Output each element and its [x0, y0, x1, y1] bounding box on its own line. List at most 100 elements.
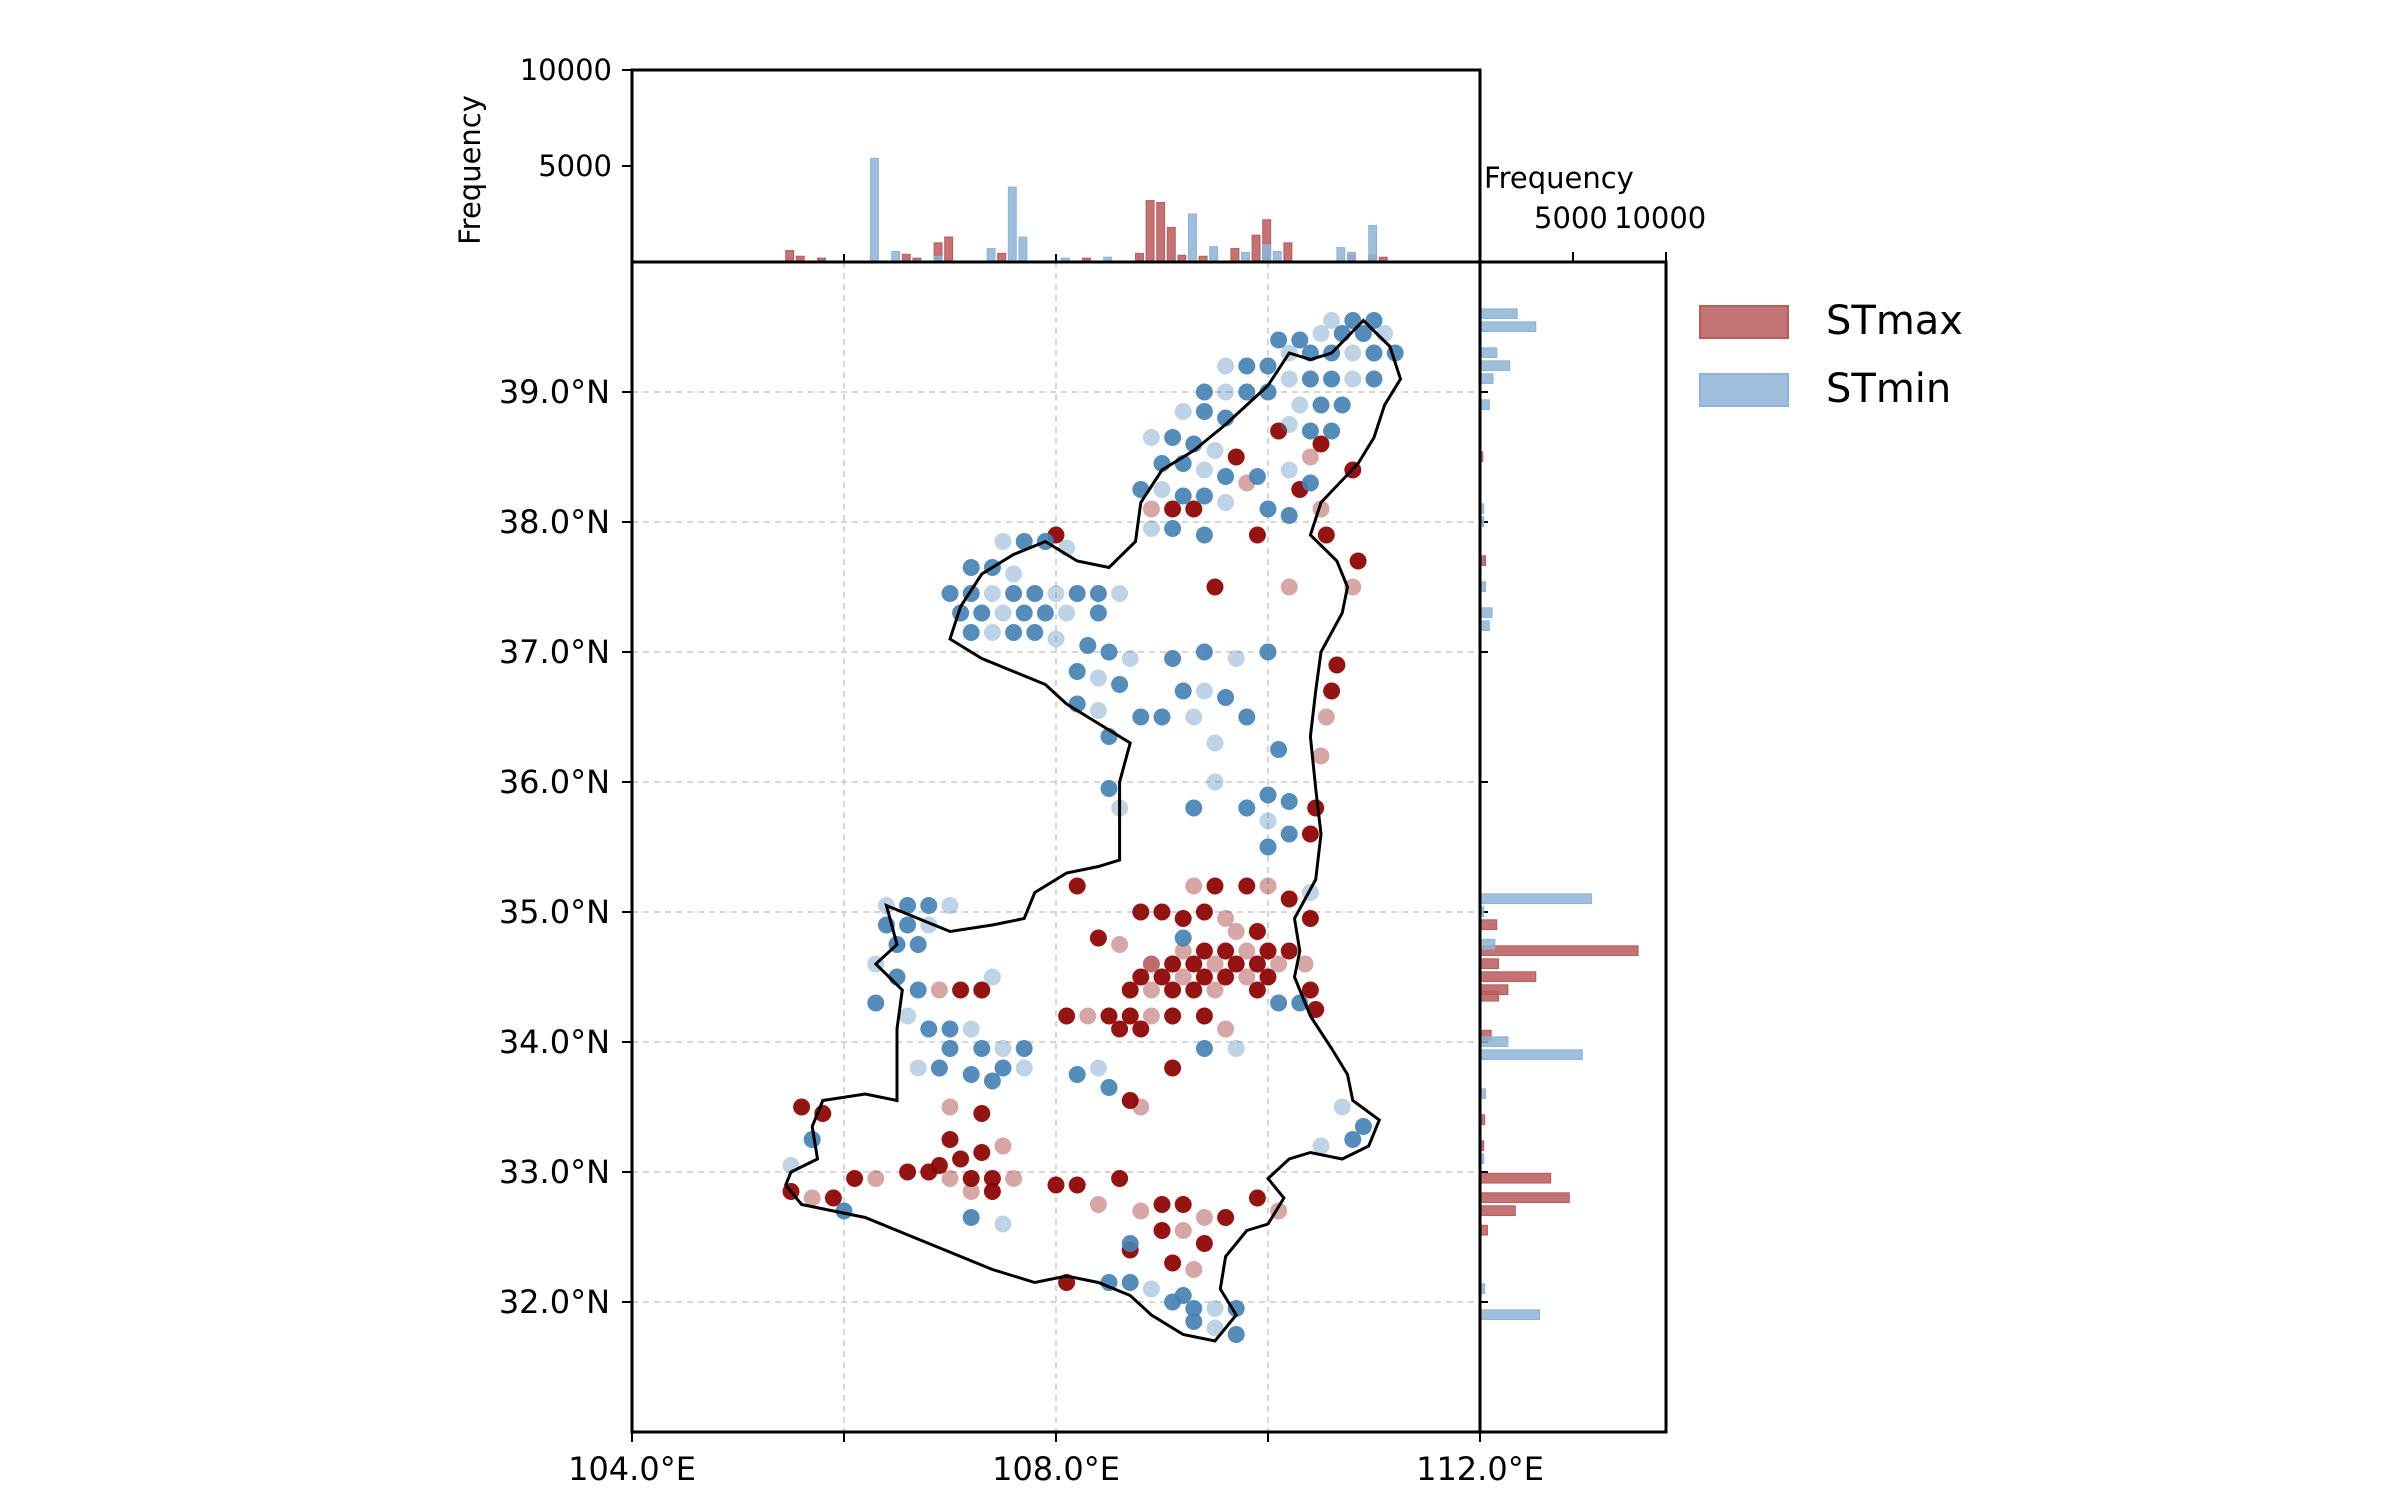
- map-point-stmax: [1344, 578, 1362, 596]
- map-point-stmax: [983, 1183, 1001, 1200]
- y-tick-label: 36.0°N: [499, 763, 610, 801]
- map-point-stmax: [824, 1189, 842, 1207]
- map-point-stmin: [1185, 708, 1203, 726]
- map-point-stmin: [941, 1040, 959, 1057]
- map-point-stmin: [1005, 585, 1023, 602]
- top-hist-bar-stmin: [1262, 244, 1272, 263]
- legend-label-stmin: STmin: [1826, 366, 1951, 412]
- map-point-stmin: [1333, 396, 1351, 414]
- top-hist-bar-stmin: [1272, 250, 1282, 263]
- map-point-stmax: [1248, 923, 1266, 940]
- map-point-stmax: [1312, 435, 1330, 453]
- map-point-stmin: [1217, 468, 1235, 485]
- top-hist-y-tick-label: 10000: [520, 53, 612, 87]
- top-hist-bar-stmin: [1007, 186, 1017, 263]
- map-point-stmin: [973, 604, 991, 622]
- y-tick-label: 34.0°N: [499, 1023, 610, 1061]
- map-point-stmin: [1100, 1079, 1118, 1096]
- map-point-stmin: [1227, 1300, 1245, 1317]
- map-point-stmax: [1328, 656, 1346, 674]
- map-point-stmin: [1089, 604, 1107, 622]
- map-point-stmin: [1195, 682, 1213, 700]
- map-panel: 104.0°E 108.0°E 112.0°E 32.0°N 33.0°N 34.0°N 3…: [499, 254, 1544, 1488]
- map-point-stmin: [1344, 370, 1362, 388]
- map-point-stmin: [1142, 520, 1160, 537]
- map-point-stmin: [1005, 624, 1023, 641]
- map-point-stmin: [1174, 403, 1192, 420]
- map-point-stmax: [1238, 877, 1256, 895]
- right-hist-bar-stmin: [1479, 360, 1511, 372]
- map-point-stmax: [1259, 968, 1277, 986]
- y-tick-label: 33.0°N: [499, 1153, 610, 1191]
- map-point-stmin: [1217, 494, 1235, 511]
- map-point-stmin: [1206, 734, 1224, 752]
- y-tick-label: 38.0°N: [499, 503, 610, 541]
- map-point-stmin: [1217, 357, 1235, 375]
- legend-label-stmax: STmax: [1826, 298, 1963, 344]
- map-point-stmin: [1365, 344, 1383, 362]
- map-point-stmax: [1227, 448, 1245, 466]
- map-point-stmax: [1153, 1222, 1171, 1239]
- x-tick-label: 112.0°E: [1416, 1450, 1544, 1488]
- map-point-stmax: [1185, 500, 1203, 518]
- map-point-stmax: [1089, 1196, 1107, 1213]
- map-point-stmax: [1206, 578, 1224, 596]
- map-point-stmax: [1121, 1092, 1139, 1109]
- map-point-stmin: [899, 916, 917, 934]
- map-point-stmin: [1005, 565, 1023, 583]
- right-hist-bar-stmin: [1479, 347, 1498, 359]
- map-point-stmax: [1132, 1020, 1150, 1038]
- map-point-stmax: [793, 1098, 811, 1116]
- map-point-stmin: [1164, 650, 1182, 667]
- map-point-stmin: [1248, 468, 1266, 485]
- legend-swatch-stmax: [1699, 305, 1789, 339]
- map-point-stmax: [1280, 942, 1298, 960]
- map-point-stmin: [1174, 487, 1192, 505]
- map-point-stmin: [1312, 396, 1330, 414]
- map-point-stmin: [1238, 708, 1256, 726]
- map-point-stmax: [803, 1189, 821, 1207]
- x-tick-label: 108.0°E: [992, 1450, 1120, 1488]
- right-hist-bar-stmin: [1479, 1309, 1541, 1321]
- map-point-stmax: [1005, 1170, 1023, 1187]
- map-point-stmin: [1047, 585, 1065, 602]
- map-point-stmin: [973, 1040, 991, 1057]
- map-point-stmin: [1206, 1319, 1224, 1337]
- map-point-stmin: [1047, 630, 1065, 648]
- map-point-stmin: [1015, 604, 1033, 622]
- map-point-stmin: [1111, 585, 1129, 602]
- map-point-stmin: [1068, 585, 1086, 602]
- top-hist-bar-stmin: [1188, 213, 1197, 263]
- map-point-stmax: [867, 1170, 885, 1187]
- map-point-stmin: [1280, 793, 1298, 810]
- y-tick-label: 39.0°N: [499, 373, 610, 411]
- right-hist-bar-stmin: [1479, 321, 1537, 333]
- map-point-stmax: [1307, 799, 1325, 817]
- right-hist-bar-stmin: [1479, 1036, 1509, 1048]
- map-point-stmax: [1195, 1007, 1213, 1025]
- map-point-stmax: [1121, 1007, 1139, 1025]
- map-point-stmax: [1238, 942, 1256, 960]
- top-hist-bar-stmax: [1283, 242, 1293, 263]
- map-point-stmax: [1206, 981, 1224, 999]
- right-hist-bar-stmax: [1479, 971, 1537, 983]
- map-point-stmax: [1174, 1196, 1192, 1213]
- map-point-stmin: [1089, 669, 1107, 687]
- map-point-stmin: [1015, 1040, 1033, 1057]
- map-point-stmax: [1195, 1235, 1213, 1252]
- map-point-stmin: [1259, 786, 1277, 804]
- top-hist-bar-stmin: [870, 157, 879, 263]
- map-point-stmin: [909, 981, 927, 999]
- x-tick-label: 104.0°E: [568, 1450, 696, 1488]
- map-point-stmax: [1259, 877, 1277, 895]
- map-point-stmax: [1217, 968, 1235, 986]
- map-point-stmax: [1142, 1007, 1160, 1025]
- map-point-stmin: [1195, 1040, 1213, 1057]
- map-point-stmin: [1344, 344, 1362, 362]
- map-point-stmax: [1317, 526, 1335, 544]
- top-hist-frame: [630, 68, 1482, 264]
- top-hist-bar-stmax: [1145, 200, 1155, 263]
- top-hist-bar-stmin: [1018, 236, 1028, 263]
- map-point-stmax: [1195, 942, 1213, 960]
- map-point-stmin: [1174, 682, 1192, 700]
